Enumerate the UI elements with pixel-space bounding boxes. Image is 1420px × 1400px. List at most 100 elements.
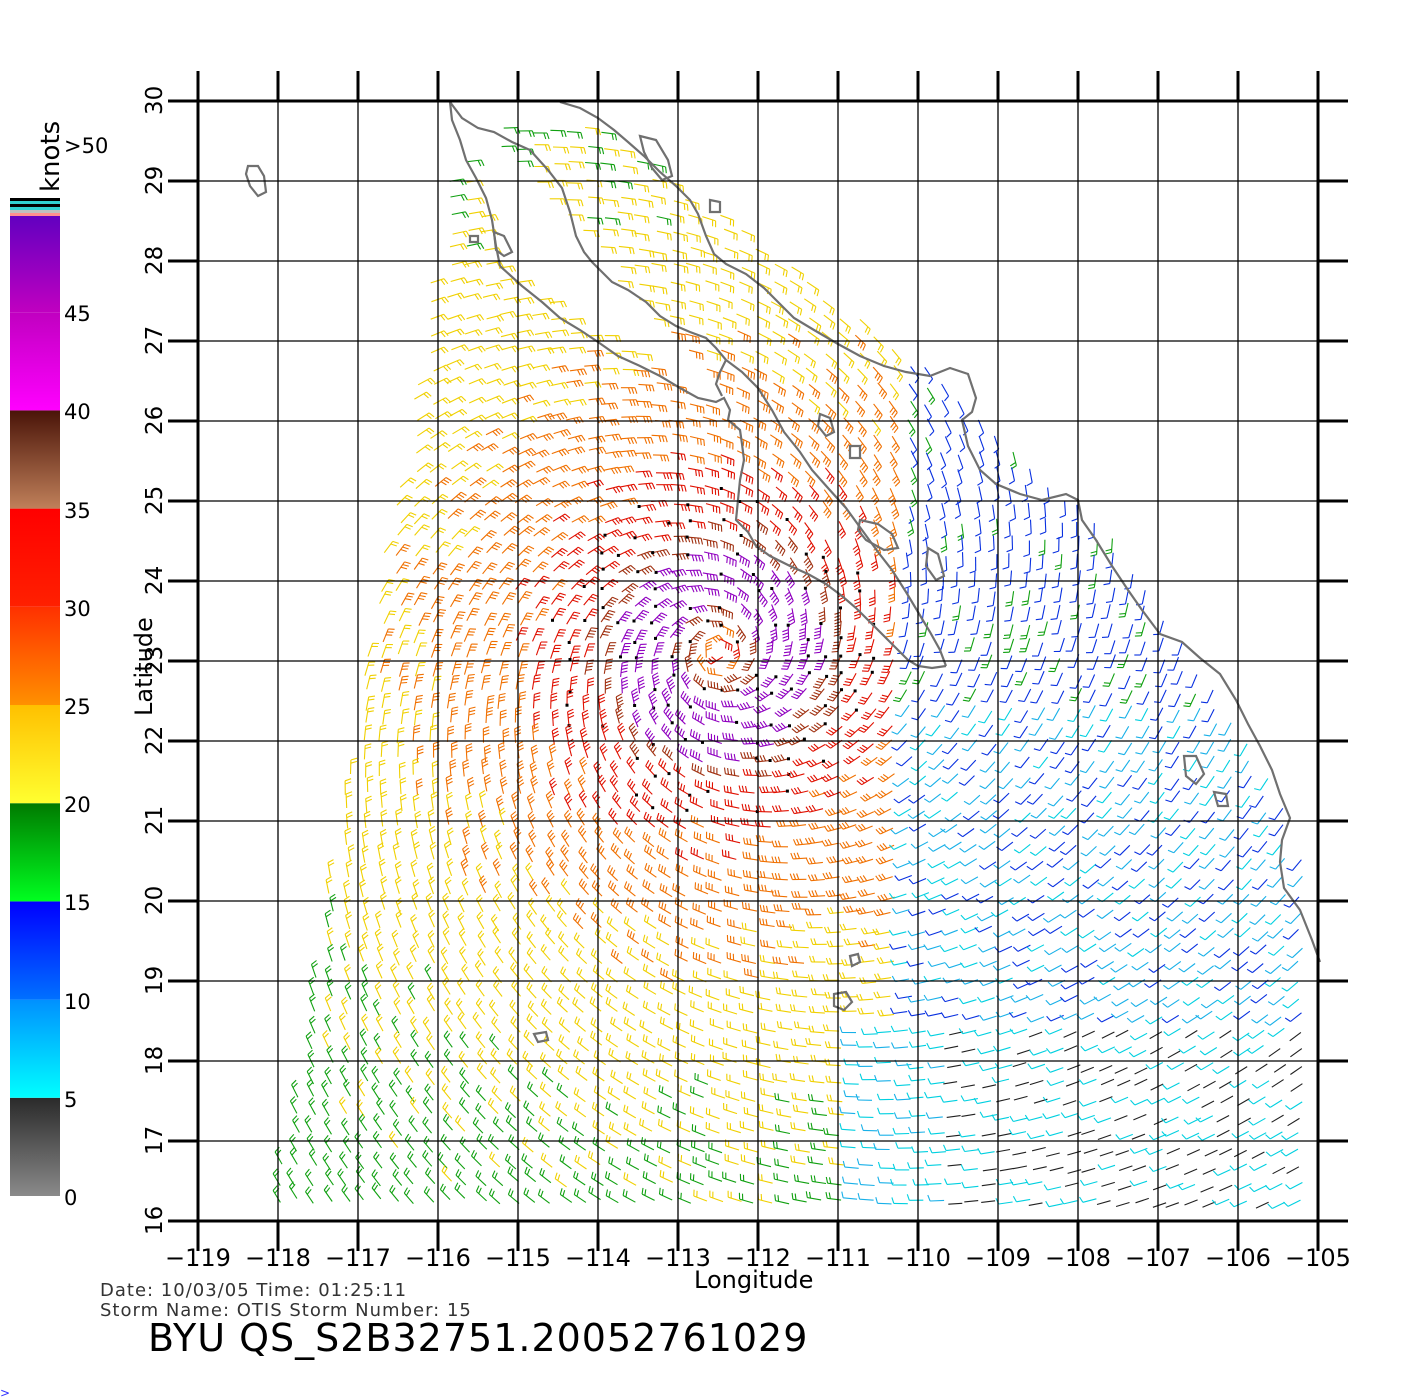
san-benedicto-island [848, 952, 862, 968]
wind-barb [1128, 823, 1145, 836]
wind-barb [627, 778, 638, 797]
wind-barb [406, 996, 415, 1015]
wind-barb [688, 605, 708, 614]
wind-barb [608, 1048, 621, 1063]
wind-barb [775, 486, 788, 502]
wind-barb [805, 759, 825, 768]
wind-barb [855, 485, 864, 503]
wind-barb [979, 1111, 998, 1118]
wind-barb [1129, 1180, 1148, 1187]
wind-barb [982, 1084, 997, 1089]
wind-barb [1004, 521, 1011, 539]
wind-barb [607, 1086, 621, 1101]
wind-barb [1233, 743, 1248, 757]
wind-barb [526, 1013, 537, 1030]
wind-barb [413, 709, 423, 726]
wind-barb [498, 807, 506, 826]
wind-barb [1005, 591, 1015, 607]
wind-barb [407, 982, 416, 1000]
wind-barb [690, 936, 705, 950]
wind-barb [656, 931, 670, 946]
wind-barb [618, 593, 635, 604]
wind-barb [840, 689, 857, 703]
wind-barb [736, 387, 751, 400]
wind-barb [710, 799, 725, 811]
wind-barb [1014, 672, 1028, 686]
wind-barb [755, 805, 773, 813]
wind-barb [540, 1152, 553, 1168]
wind-barb [571, 515, 590, 524]
wind-barb [588, 515, 606, 524]
wind-barb [657, 1002, 671, 1016]
wind-barb [327, 943, 335, 962]
gulf-island-2 [708, 198, 722, 214]
wind-barb [1201, 1100, 1215, 1108]
colorbar-tick-label: 45 [64, 302, 91, 327]
wind-barb [610, 1069, 623, 1085]
wind-barb [1163, 980, 1181, 990]
wind-barb [769, 434, 783, 449]
wind-barb [1198, 878, 1215, 890]
wind-barb [608, 807, 619, 825]
wind-barb [719, 437, 734, 450]
wind-barb [1181, 1015, 1200, 1024]
wind-barb [426, 1032, 435, 1051]
wind-barb [656, 1140, 671, 1154]
wind-barb [1237, 775, 1252, 789]
wind-barb [629, 795, 641, 812]
wind-barb [399, 624, 412, 639]
wind-barb [1134, 1078, 1148, 1086]
wind-barb [1216, 1129, 1230, 1138]
wind-barb [1102, 673, 1115, 687]
wind-barb [680, 690, 692, 709]
wind-barb [1255, 1201, 1269, 1209]
wind-barb [723, 1102, 738, 1115]
wind-barb [1020, 606, 1031, 622]
wind-barb [924, 930, 943, 936]
wind-barb [497, 741, 506, 759]
wind-barb [533, 527, 551, 537]
wind-barb [944, 1045, 959, 1050]
wind-barb [693, 695, 706, 710]
wind-barb [928, 908, 946, 915]
wind-barb [525, 1116, 538, 1132]
wind-barb [1200, 1186, 1214, 1193]
wind-barb [367, 642, 380, 657]
wind-barb [1059, 1198, 1078, 1205]
wind-barb [1067, 1169, 1082, 1174]
wind-barb [577, 1036, 589, 1052]
wind-barb [1006, 535, 1014, 553]
wind-barb [1008, 1129, 1027, 1136]
wind-barb [889, 415, 899, 434]
wind-barb [449, 674, 460, 690]
wind-barb [577, 825, 587, 843]
wind-barb [856, 1158, 873, 1166]
wind-barb [1052, 537, 1060, 554]
wind-barb [418, 612, 432, 626]
wind-barb [807, 974, 825, 982]
wind-barb [1026, 964, 1045, 972]
wind-barb [846, 637, 857, 653]
wind-barb [410, 1048, 420, 1067]
wind-barb [898, 622, 909, 638]
wind-barb [559, 859, 569, 877]
wind-barb [1149, 1031, 1163, 1040]
wind-barb [1072, 570, 1081, 586]
wind-barb [1280, 1148, 1299, 1157]
wind-barb [810, 1142, 826, 1152]
colorbar-tick-label: 0 [64, 1186, 78, 1210]
wind-barb [339, 1151, 348, 1169]
wind-barb [1054, 554, 1063, 571]
wind-barb [397, 640, 410, 655]
wind-barb [1097, 1134, 1112, 1141]
wind-barb [414, 810, 422, 829]
wind-barb [688, 630, 706, 644]
wind-barb [822, 871, 840, 880]
wind-barb [569, 398, 587, 406]
wind-barb [466, 560, 482, 573]
wind-barb [1064, 743, 1080, 756]
wind-barb [1079, 1196, 1097, 1203]
wind-barb [642, 1068, 656, 1082]
wind-barb [549, 412, 568, 421]
wind-barb [689, 1106, 704, 1119]
